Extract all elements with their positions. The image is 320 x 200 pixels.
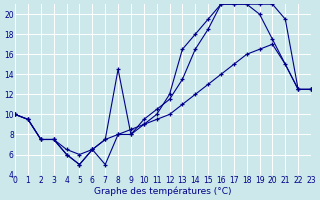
X-axis label: Graphe des températures (°C): Graphe des températures (°C) <box>94 186 232 196</box>
